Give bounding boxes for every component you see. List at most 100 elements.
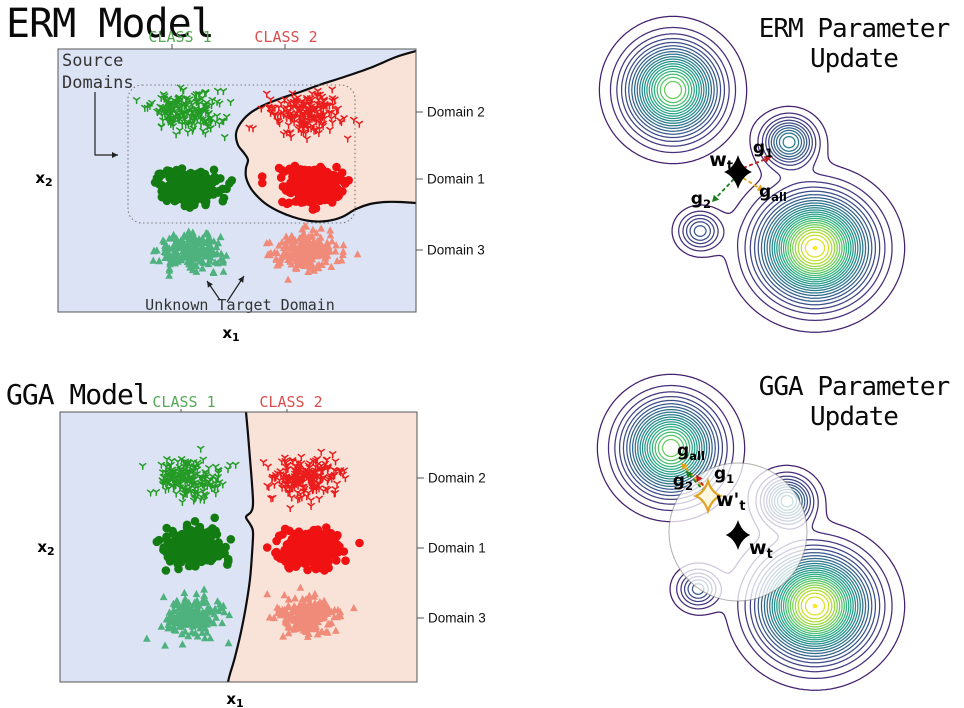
contour-level [661, 438, 841, 630]
star-wt [724, 155, 752, 189]
gga-model-plot-area: CLASS 1 CLASS 2 Domain 2 Domain 1 Domain 3 x1… [37, 393, 485, 708]
contour-level [639, 416, 859, 647]
domain-tick-label: Domain 3 [427, 243, 485, 258]
loss-landscape-contours [598, 15, 906, 333]
domain-tick-label: Domain 3 [428, 611, 486, 626]
contour-level [620, 37, 881, 310]
gradient-arrowhead-g2 [712, 194, 720, 202]
contour-level [644, 421, 854, 643]
unknown-target-domain-label: Unknown Target Domain [145, 296, 335, 314]
contour-level [794, 228, 836, 268]
contour-level [654, 431, 845, 635]
decision-boundary [234, 49, 416, 223]
contour-level [651, 428, 848, 637]
erm-update-title-line1: ERM Parameter [758, 14, 951, 44]
gga-update-title: GGA Parameter Update [734, 372, 964, 432]
gga-parameter-update-contour-plot: gall g2 g1 w'twt [596, 373, 906, 691]
contour-level [649, 426, 850, 639]
source-domains-dotted-outline [127, 84, 356, 224]
cluster-domain1-class2 [262, 523, 364, 575]
contour-level [639, 56, 861, 292]
gradient-arrow-g1 [742, 156, 772, 169]
gradient-arrow-g2 [685, 470, 706, 493]
loss-landscape-contours [596, 373, 906, 691]
cluster-domain1-class1 [150, 164, 237, 212]
clipped-content [138, 412, 417, 682]
cluster-domain3-class1 [143, 585, 234, 649]
plot-border [59, 411, 418, 683]
contour-level [792, 226, 838, 270]
contour-level [609, 26, 893, 322]
label-g1: g1 [753, 138, 773, 160]
y-axis-label: x2 [37, 538, 54, 558]
cluster-domain3-class2 [263, 583, 358, 640]
class-1-header: CLASS 1 [148, 28, 211, 46]
erm-update-plot-area: wt g1 gall g2 [598, 15, 906, 333]
erm-model-title: ERM Model [6, 1, 215, 47]
contour-level [797, 231, 833, 265]
contour-level [800, 234, 830, 262]
gga-model-scatter-plot: CLASS 1 CLASS 2 Domain 2 Domain 1 Domain 3 x1… [37, 393, 485, 708]
contour-level [646, 63, 854, 285]
cluster-domain2-class2 [259, 448, 350, 513]
star-wt [725, 520, 751, 550]
contour-level [804, 238, 826, 258]
contour-level [628, 45, 873, 302]
class-2-header: CLASS 2 [259, 393, 322, 411]
x-axis-label: x1 [222, 324, 239, 344]
source-domains-label: Source [62, 51, 123, 71]
cluster-domain3-class2 [262, 222, 362, 283]
contour-level [663, 80, 841, 272]
contour-level [636, 53, 864, 294]
contour-level [800, 592, 830, 620]
domain-tick-label: Domain 2 [427, 105, 485, 120]
clipped-content [127, 49, 416, 283]
contour-level [631, 48, 870, 299]
cluster-domain2-class1 [132, 84, 235, 142]
target-domain-pointer-arrowhead [238, 276, 244, 283]
source-domains-pointer-arrowhead [112, 152, 118, 158]
erm-update-title-line2: Update [810, 44, 899, 74]
contour-level [659, 76, 843, 275]
contour-level [656, 73, 845, 277]
label-gall: gall [677, 441, 705, 463]
star-wt-prime [692, 477, 724, 515]
contour-level [794, 586, 836, 626]
contour-level [633, 50, 867, 297]
gga-update-title-line2: Update [810, 402, 899, 432]
erm-parameter-update-contour-plot: wt g1 gall g2 [598, 15, 906, 333]
x-axis-label: x1 [226, 690, 243, 708]
label-wpt: w't [716, 489, 746, 514]
gradient-arrowhead-gall [681, 463, 689, 471]
contour-level [616, 33, 886, 315]
label-g1: g1 [714, 464, 734, 486]
domain-tick-label: Domain 2 [428, 471, 486, 486]
domain-tick-label: Domain 1 [427, 172, 485, 187]
label-g2: g2 [673, 471, 693, 493]
contour-level [804, 596, 826, 616]
label-gall: gall [759, 182, 787, 204]
source-domains-label: Domains [62, 73, 134, 93]
contour-level [631, 408, 867, 655]
cluster-domain1-class2 [257, 161, 354, 214]
domain-tick-label: Domain 1 [428, 541, 486, 556]
contour-level [657, 434, 843, 633]
source-domains-pointer-line [94, 92, 118, 156]
contour-level [792, 584, 838, 628]
contour-level [598, 15, 906, 333]
class-1-header: CLASS 1 [152, 393, 215, 411]
label-wt: wt [709, 149, 733, 174]
label-wt: wt [749, 537, 773, 562]
y-axis-label: x2 [35, 169, 52, 189]
label-g2: g2 [691, 189, 711, 211]
cluster-domain1-class1 [152, 513, 236, 575]
erm-update-title: ERM Parameter Update [734, 14, 964, 74]
target-domain-pointer-arrowhead [207, 281, 213, 288]
contour-level [797, 589, 833, 623]
contour-level [651, 68, 850, 281]
gradient-arrowhead-g1 [763, 156, 771, 163]
gga-model-title: GGA Model [6, 378, 150, 411]
